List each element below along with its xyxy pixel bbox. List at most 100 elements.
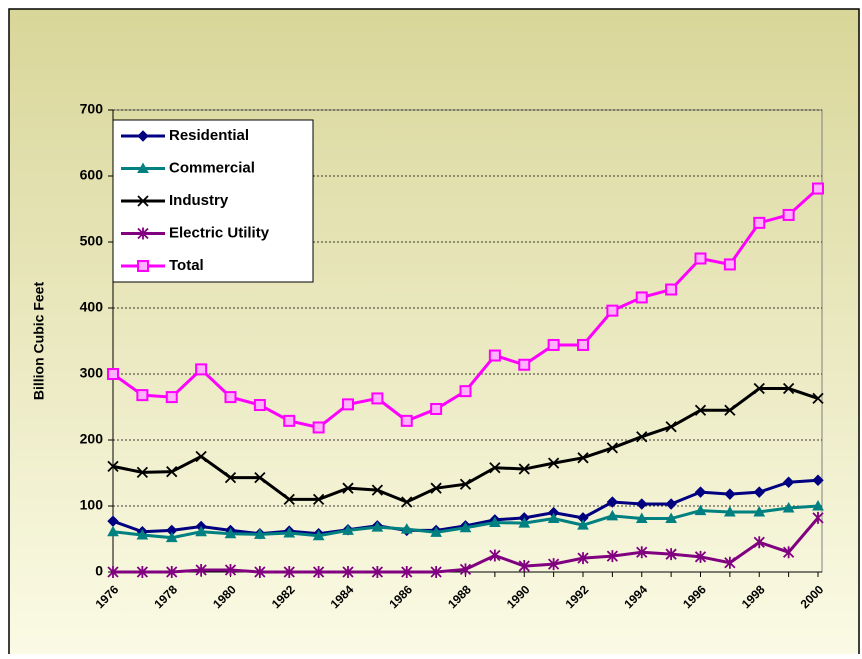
marker-shape xyxy=(606,304,619,317)
marker-shape xyxy=(724,556,736,569)
marker-shape xyxy=(224,527,237,539)
marker-shape xyxy=(694,550,707,563)
marker xyxy=(312,421,325,434)
marker-shape xyxy=(371,521,384,532)
marker-shape xyxy=(488,349,501,362)
marker xyxy=(430,566,442,578)
marker-shape xyxy=(812,511,824,524)
marker xyxy=(753,216,766,229)
marker xyxy=(195,450,207,463)
marker-shape xyxy=(224,564,237,577)
marker xyxy=(753,486,765,498)
marker xyxy=(224,527,237,539)
marker xyxy=(312,493,325,506)
marker xyxy=(782,501,795,513)
marker-shape xyxy=(312,493,325,506)
marker-shape xyxy=(371,566,384,578)
marker-shape xyxy=(665,548,677,561)
marker xyxy=(254,566,266,578)
marker xyxy=(312,529,325,541)
marker xyxy=(665,548,677,561)
marker xyxy=(636,498,648,510)
marker-shape xyxy=(283,493,295,506)
marker xyxy=(665,498,677,510)
marker xyxy=(812,392,824,405)
marker-shape xyxy=(254,566,266,578)
y-axis-label: Billion Cubic Feet xyxy=(31,282,47,401)
y-tick-label: 500 xyxy=(80,233,104,249)
y-tick-label: 100 xyxy=(80,497,104,513)
marker-shape xyxy=(577,519,589,530)
marker xyxy=(606,304,619,317)
marker xyxy=(547,558,560,571)
marker xyxy=(606,550,619,563)
marker xyxy=(518,463,530,475)
marker-shape xyxy=(400,414,413,427)
marker xyxy=(753,536,765,549)
marker xyxy=(136,529,149,540)
marker-shape xyxy=(195,363,208,376)
marker xyxy=(489,462,501,474)
legend-label: Commercial xyxy=(169,159,255,176)
marker-shape xyxy=(635,291,648,304)
legend-label: Total xyxy=(169,257,204,274)
marker xyxy=(166,566,178,578)
marker xyxy=(606,509,619,521)
marker-shape xyxy=(400,523,413,534)
marker-shape xyxy=(694,486,707,498)
marker-shape xyxy=(195,564,207,577)
marker-shape xyxy=(782,546,795,559)
marker xyxy=(489,549,501,562)
marker-shape xyxy=(137,260,149,272)
marker-shape xyxy=(136,529,149,540)
marker-shape xyxy=(694,404,707,416)
marker-shape xyxy=(312,421,325,434)
chart-frame xyxy=(8,8,860,659)
marker-shape xyxy=(342,524,354,535)
marker-shape xyxy=(136,566,149,578)
marker-shape xyxy=(606,509,619,521)
marker-shape xyxy=(137,130,149,142)
marker xyxy=(577,519,589,530)
marker-shape xyxy=(254,528,266,539)
marker xyxy=(782,476,795,488)
marker-shape xyxy=(107,525,119,537)
marker xyxy=(635,291,648,304)
marker xyxy=(224,564,237,577)
legend: Residential Commercial Industry Electric Ut… xyxy=(112,119,314,283)
marker-shape xyxy=(635,512,648,524)
marker xyxy=(518,358,531,371)
marker xyxy=(812,182,824,195)
marker-shape xyxy=(136,389,149,402)
marker xyxy=(195,525,207,537)
marker xyxy=(665,512,677,524)
marker xyxy=(665,283,678,296)
marker xyxy=(547,457,560,469)
marker-shape xyxy=(459,385,472,398)
marker-shape xyxy=(547,558,560,571)
marker-shape xyxy=(342,398,354,411)
marker-shape xyxy=(606,442,619,454)
marker xyxy=(107,460,119,473)
marker xyxy=(812,474,824,486)
marker-shape xyxy=(312,529,325,541)
marker-shape xyxy=(724,404,736,416)
marker xyxy=(107,525,119,537)
legend-label: Industry xyxy=(169,192,229,209)
marker-shape xyxy=(253,399,266,412)
marker-shape xyxy=(459,563,472,576)
marker-shape xyxy=(489,462,501,474)
marker-shape xyxy=(812,392,824,405)
marker-shape xyxy=(636,498,648,510)
marker xyxy=(459,521,472,533)
marker-shape xyxy=(371,484,384,496)
marker-shape xyxy=(312,566,325,578)
marker xyxy=(782,546,795,559)
marker-shape xyxy=(724,505,736,517)
y-tick-label: 200 xyxy=(80,431,104,447)
y-tick-label: 700 xyxy=(80,101,104,117)
marker-shape xyxy=(577,338,589,351)
marker xyxy=(694,252,707,265)
marker-shape xyxy=(166,566,178,578)
y-tick-label: 600 xyxy=(80,167,104,183)
